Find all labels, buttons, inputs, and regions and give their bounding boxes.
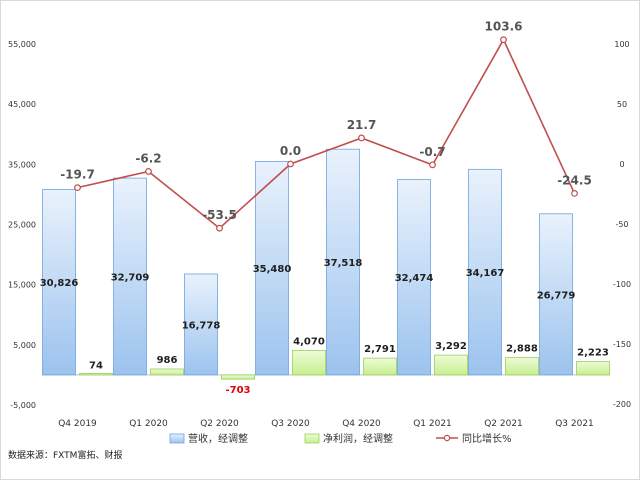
right-tick-label: -50 xyxy=(615,220,628,229)
right-tick-label: -200 xyxy=(613,400,631,409)
category-label: Q2 2020 xyxy=(200,419,239,429)
right-tick-label: 0 xyxy=(619,160,624,169)
net-profit-bar xyxy=(221,374,255,380)
category-label: Q4 2019 xyxy=(58,419,97,429)
yoy-data-label: -19.7 xyxy=(60,168,95,182)
category-label: Q1 2021 xyxy=(413,419,452,429)
net-profit-bar xyxy=(505,357,539,376)
yoy-data-label: 103.6 xyxy=(485,20,523,34)
revenue-data-label: 16,778 xyxy=(182,320,221,331)
category-label: Q4 2020 xyxy=(342,419,381,429)
net-profit-data-label: 2,223 xyxy=(577,348,609,359)
legend: 营收，经调整 净利润，经调整 同比增长% xyxy=(169,432,512,445)
right-tick-label: -150 xyxy=(613,340,631,349)
net-profit-bar xyxy=(292,350,326,376)
left-tick-label: 25,000 xyxy=(8,221,36,230)
net-profit-data-label: 4,070 xyxy=(293,336,325,347)
revenue-bar xyxy=(184,273,218,376)
net-profit-data-label: 986 xyxy=(157,355,178,366)
left-tick-label: 35,000 xyxy=(8,160,36,169)
category-label: Q3 2020 xyxy=(271,419,310,429)
right-tick-label: 50 xyxy=(617,100,627,109)
net-profit-data-label: 2,791 xyxy=(364,344,396,355)
yoy-data-label: -24.5 xyxy=(557,173,592,187)
revenue-bar xyxy=(468,168,502,376)
category-label: Q3 2021 xyxy=(555,419,594,429)
revenue-data-label: 32,474 xyxy=(395,273,434,284)
left-y-axis: -5,000 5,000 15,000 25,000 35,000 45,000 55,00… xyxy=(8,40,36,410)
net-profit-data-label: 74 xyxy=(89,360,103,371)
yoy-data-label: 21.7 xyxy=(347,118,377,132)
yoy-data-label: 0.0 xyxy=(280,144,301,158)
revenue-data-label: 30,826 xyxy=(40,278,79,289)
left-tick-label: -5,000 xyxy=(10,401,36,410)
right-tick-label: 100 xyxy=(614,40,629,49)
revenue-data-label: 37,518 xyxy=(324,258,363,269)
net-profit-data-label: -703 xyxy=(225,385,250,396)
revenue-data-label: 34,167 xyxy=(466,268,505,279)
left-tick-label: 5,000 xyxy=(13,341,36,350)
yoy-data-label: -0.7 xyxy=(419,145,445,159)
yoy-point xyxy=(571,189,578,197)
legend-label-yoy: 同比增长% xyxy=(462,432,512,445)
legend-swatch-yoy-marker xyxy=(443,434,451,442)
source-note: 数据来源：FXTM富拓、财报 xyxy=(8,449,122,461)
yoy-point xyxy=(74,184,81,192)
net-profit-data-label: 3,292 xyxy=(435,341,467,352)
legend-swatch-net-profit xyxy=(304,433,320,444)
yoy-point xyxy=(358,134,365,142)
left-tick-label: 15,000 xyxy=(8,281,36,290)
yoy-line xyxy=(77,37,576,230)
yoy-data-label: -6.2 xyxy=(135,151,161,165)
category-label: Q2 2021 xyxy=(484,419,523,429)
net-profit-bar xyxy=(363,357,397,376)
revenue-data-label: 26,779 xyxy=(537,290,576,301)
yoy-point xyxy=(429,161,436,169)
left-tick-label: 55,000 xyxy=(8,40,36,49)
revenue-bar xyxy=(42,189,76,376)
revenue-bar xyxy=(113,177,147,376)
net-profit-bar xyxy=(576,361,610,376)
right-tick-label: -100 xyxy=(613,280,631,289)
yoy-data-label: -53.5 xyxy=(202,208,237,222)
yoy-point xyxy=(216,224,223,232)
revenue-data-label: 35,480 xyxy=(253,264,292,275)
legend-label-net-profit: 净利润，经调整 xyxy=(323,432,393,445)
yoy-point xyxy=(287,160,294,168)
right-y-axis: -200 -150 -100 -50 0 50 100 xyxy=(613,40,631,409)
yoy-point xyxy=(145,168,152,175)
legend-label-revenue: 营收，经调整 xyxy=(188,432,248,445)
yoy-point xyxy=(500,36,507,44)
legend-swatch-revenue xyxy=(169,433,185,444)
left-tick-label: 45,000 xyxy=(8,100,36,109)
revenue-bar xyxy=(255,161,289,376)
revenue-series: 30,826 32,709 16,778 35,480 37,518 32,474 34,1… xyxy=(40,148,576,376)
revenue-bar xyxy=(539,213,573,376)
category-label: Q1 2020 xyxy=(129,419,168,429)
revenue-data-label: 32,709 xyxy=(111,273,150,284)
revenue-bar xyxy=(326,148,360,376)
x-axis-labels: Q4 2019 Q1 2020 Q2 2020 Q3 2020 Q4 2020 Q1 20… xyxy=(58,419,594,429)
net-profit-bar xyxy=(434,354,468,376)
net-profit-series: 74 986 -703 4,070 2,791 3,292 2,888 2,223 xyxy=(79,336,610,396)
net-profit-bar xyxy=(150,368,184,376)
revenue-bar xyxy=(397,179,431,376)
yoy-growth-series: -19.7 -6.2 -53.5 0.0 21.7 -0.7 103.6 -24.5 xyxy=(60,20,592,232)
net-profit-bar xyxy=(79,373,113,376)
net-profit-data-label: 2,888 xyxy=(506,344,538,355)
